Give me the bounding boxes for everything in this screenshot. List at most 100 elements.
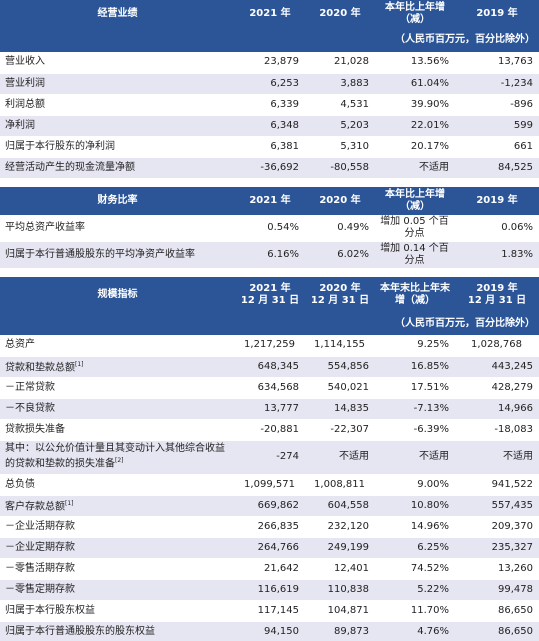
cell-value: 22.01% (375, 115, 455, 137)
label-text: 归属于本行普通股股东的平均净资产收益率 (5, 249, 195, 260)
row-label: －企业定期存款 (0, 537, 235, 559)
header-row: 经营业绩 2021 年 2020 年本年比上年增（减） 2019 年 (0, 0, 539, 28)
cell-value: 6,381 (235, 136, 305, 158)
cell-value: 648,345 (235, 356, 305, 378)
section-table: 规模指标 2021 年 12 月 31 日 2020 年 12 月 31 日本年末比… (0, 277, 539, 641)
label-text: 归属于本行股东权益 (5, 604, 95, 616)
row-label: 其中：以公允价值计量且其变动计入其他综合收益的贷款和垫款的损失准备[2] (0, 440, 235, 475)
cell-value: 428,279 (455, 377, 539, 399)
cell-value: 增加 0.14 个百分点 (375, 241, 455, 269)
column-header: 2021 年 (235, 0, 305, 28)
cell-value: 不适用 (375, 440, 455, 475)
cell-value: 86,650 (455, 600, 539, 622)
cell-value: 443,245 (455, 356, 539, 378)
column-header: 本年比上年增（减） (375, 0, 455, 28)
cell-value: 94,150 (235, 621, 305, 641)
cell-value: 14,966 (455, 398, 539, 420)
row-label: －企业活期存款 (0, 516, 235, 538)
header-row: （人民币百万元，百分比除外） (0, 313, 539, 335)
label-text: 营业收入 (5, 56, 45, 68)
unit-note: （人民币百万元，百分比除外） (235, 313, 539, 335)
row-label: 贷款损失准备 (0, 419, 235, 441)
cell-value: 117,145 (235, 600, 305, 622)
cell-value: 3,883 (305, 73, 375, 95)
cell-value: 634,568 (235, 377, 305, 399)
label-text: 净利润 (5, 119, 35, 131)
cell-value: 9.25% (375, 335, 455, 357)
unit-note: （人民币百万元，百分比除外） (235, 28, 539, 52)
cell-value: 0.49% (305, 214, 375, 242)
cell-value: -6.39% (375, 419, 455, 441)
label-text: 其中：以公允价值计量且其变动计入其他综合收益的贷款和垫款的损失准备 (5, 443, 225, 470)
cell-value: 12,401 (305, 558, 375, 580)
cell-value: 39.90% (375, 94, 455, 116)
label-text: －零售活期存款 (5, 562, 75, 574)
row-label: 归属于本行股东的净利润 (0, 136, 235, 158)
cell-value: 13,763 (455, 52, 539, 74)
row-label: 利润总额 (0, 94, 235, 116)
data-row: －正常贷款 634,568 540,021 17.51% 428,279 (0, 377, 539, 399)
cell-value: 941,522 (455, 474, 539, 496)
data-row: －企业定期存款 264,766 249,199 6.25% 235,327 (0, 537, 539, 559)
label-text: 归属于本行股东的净利润 (5, 140, 115, 152)
label-text: －企业定期存款 (5, 541, 75, 553)
data-row: 总资产 1,217,259 1,114,155 9.25% 1,028,768 (0, 335, 539, 357)
row-label: 归属于本行普通股股东的股东权益 (0, 621, 235, 641)
cell-value: 21,028 (305, 52, 375, 74)
cell-value: -20,881 (235, 419, 305, 441)
row-label: －零售定期存款 (0, 579, 235, 601)
cell-value: 89,873 (305, 621, 375, 641)
section-table: 经营业绩 2021 年 2020 年本年比上年增（减） 2019 年（人民币百万元，百… (0, 0, 539, 179)
cell-value: 6,339 (235, 94, 305, 116)
cell-value: -22,307 (305, 419, 375, 441)
data-row: 归属于本行股东权益 117,145 104,871 11.70% 86,650 (0, 600, 539, 622)
cell-value: 61.04% (375, 73, 455, 95)
column-header: 本年末比上年末增（减） (375, 277, 455, 313)
cell-value: 9.00% (375, 474, 455, 496)
header-row: （人民币百万元，百分比除外） (0, 28, 539, 52)
cell-value: 110,838 (305, 579, 375, 601)
cell-value: 4,531 (305, 94, 375, 116)
footnote-ref: [1] (75, 360, 84, 368)
label-text: 客户存款总额 (5, 501, 65, 513)
column-header: 2019 年 12 月 31 日 (455, 277, 539, 313)
cell-value: 74.52% (375, 558, 455, 580)
column-header: 2019 年 (455, 186, 539, 215)
cell-value: 104,871 (305, 600, 375, 622)
cell-value: 1,099,571 (235, 474, 305, 496)
row-label: 营业收入 (0, 52, 235, 74)
cell-value: 235,327 (455, 537, 539, 559)
label-text: 贷款损失准备 (5, 423, 65, 435)
cell-value: 604,558 (305, 495, 375, 517)
cell-value: 11.70% (375, 600, 455, 622)
column-header: 本年比上年增（减） (375, 186, 455, 215)
label-text: －企业活期存款 (5, 520, 75, 532)
data-row: 经营活动产生的现金流量净额 -36,692 -80,558 不适用 84,525 (0, 157, 539, 179)
cell-value: 0.06% (455, 214, 539, 242)
column-header: 2021 年 12 月 31 日 (235, 277, 305, 313)
cell-value: 1.83% (455, 241, 539, 269)
row-label: 经营活动产生的现金流量净额 (0, 157, 235, 179)
row-label: 总资产 (0, 335, 235, 357)
data-row: 归属于本行股东的净利润 6,381 5,310 20.17% 661 (0, 136, 539, 158)
cell-value: 5.22% (375, 579, 455, 601)
cell-value: -896 (455, 94, 539, 116)
row-label: 营业利润 (0, 73, 235, 95)
footnote-ref: [1] (65, 499, 74, 507)
section-table: 财务比率 2021 年 2020 年本年比上年增（减） 2019 年平均总资产收益率 0… (0, 186, 539, 269)
row-label: 贷款和垫款总额[1] (0, 356, 235, 378)
label-text: 经营活动产生的现金流量净额 (5, 161, 135, 173)
cell-value: 1,028,768 (455, 335, 539, 357)
column-header: 2021 年 (235, 186, 305, 215)
row-label: －正常贷款 (0, 377, 235, 399)
data-row: 其中：以公允价值计量且其变动计入其他综合收益的贷款和垫款的损失准备[2] -274… (0, 440, 539, 475)
label-text: 利润总额 (5, 98, 45, 110)
row-label: 归属于本行股东权益 (0, 600, 235, 622)
data-row: 贷款和垫款总额[1] 648,345 554,856 16.85% 443,245 (0, 356, 539, 378)
row-label: 净利润 (0, 115, 235, 137)
data-row: －企业活期存款 266,835 232,120 14.96% 209,370 (0, 516, 539, 538)
cell-value: 0.54% (235, 214, 305, 242)
row-label: －零售活期存款 (0, 558, 235, 580)
cell-value: 不适用 (375, 157, 455, 179)
column-header: 2020 年 (305, 186, 375, 215)
